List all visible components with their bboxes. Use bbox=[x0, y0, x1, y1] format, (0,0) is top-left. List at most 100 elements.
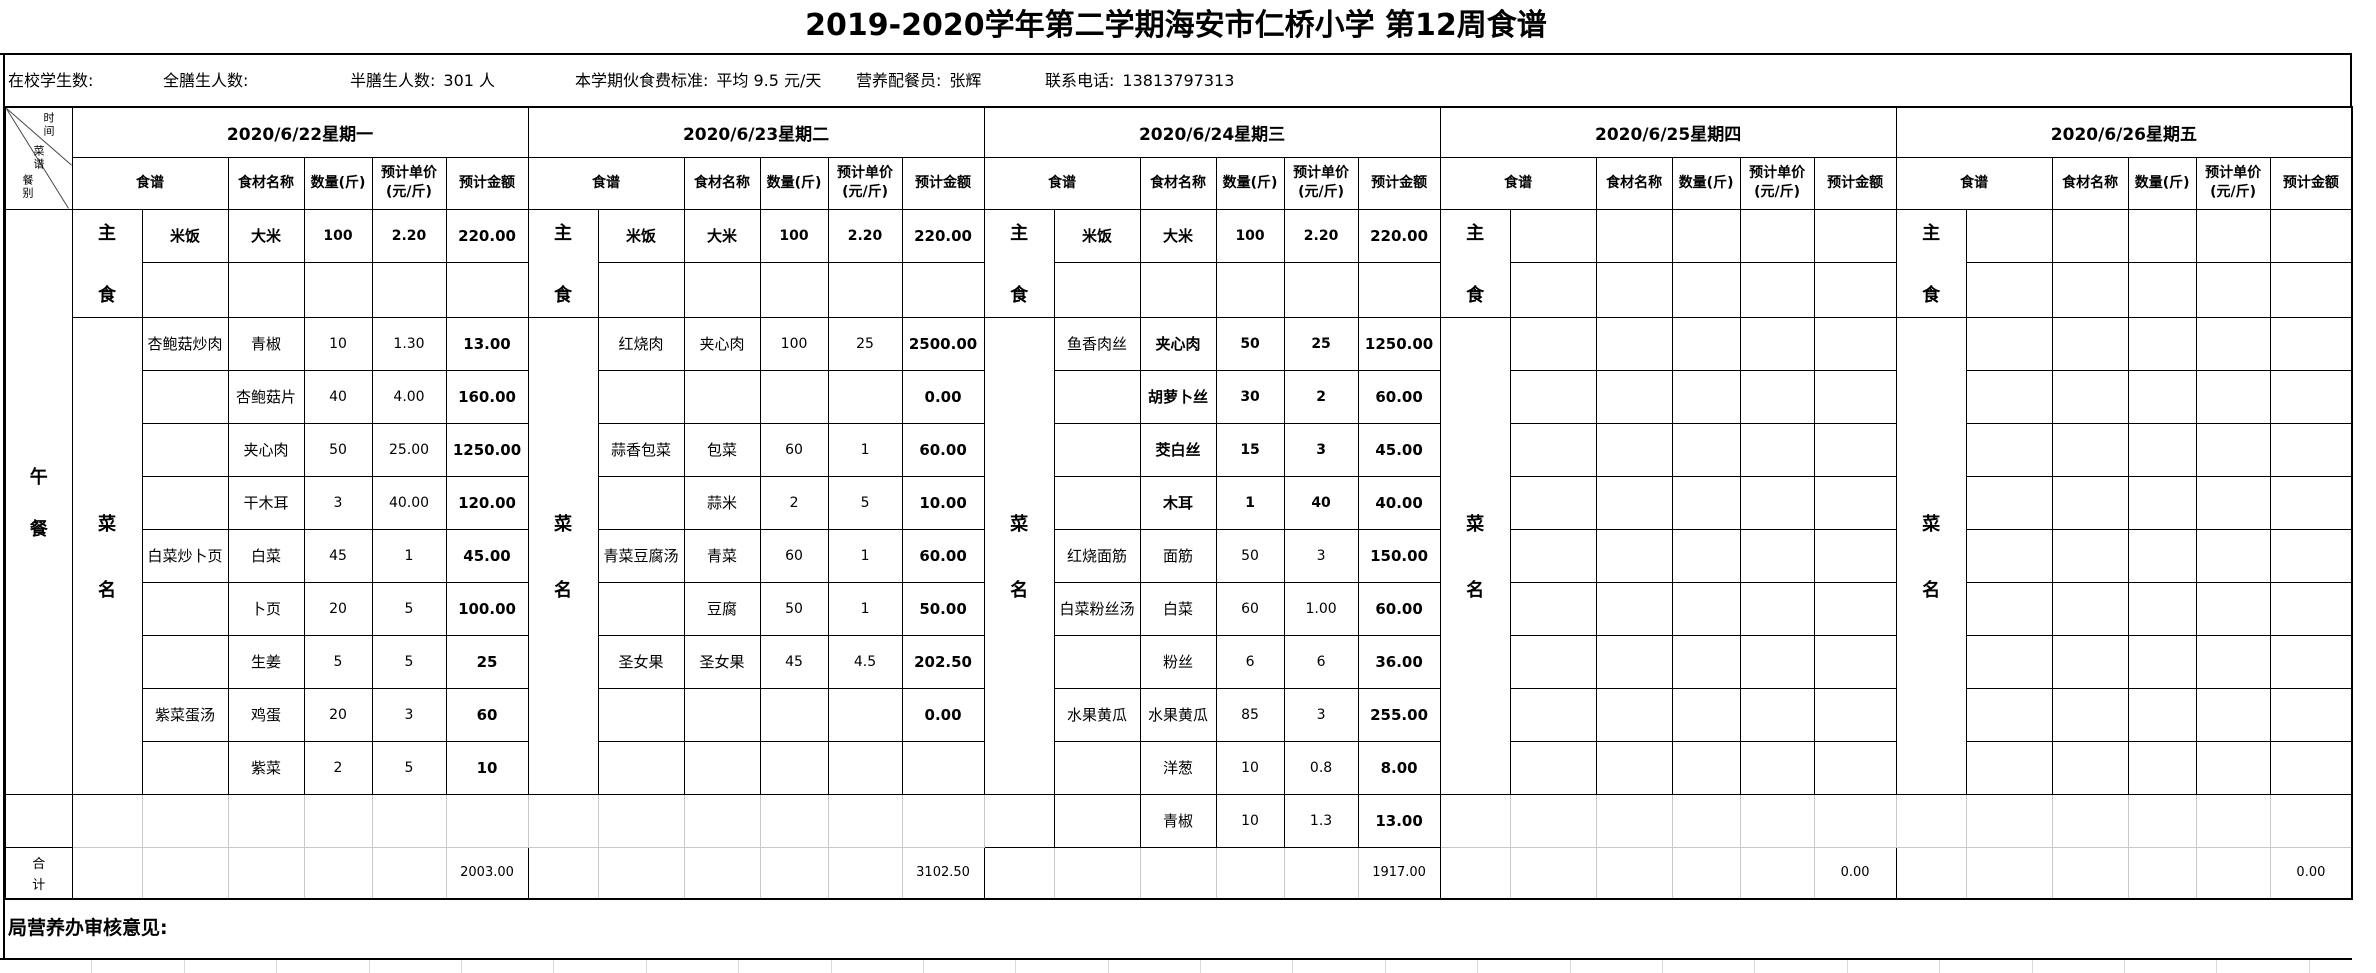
day-0-dish-row-8-dish[interactable] bbox=[141, 740, 229, 795]
day-4-strip-qty[interactable] bbox=[2127, 793, 2197, 848]
day-0-staple-label[interactable]: 主食 bbox=[71, 208, 143, 318]
day-3-colheader-dish[interactable]: 食谱 bbox=[1439, 156, 1597, 210]
day-1-total-filler-price[interactable] bbox=[759, 846, 829, 900]
day-1-staple-row-0-price[interactable]: 2.20 bbox=[827, 208, 903, 263]
day-0-dish-row-7-dish[interactable]: 紫菜蛋汤 bbox=[141, 687, 229, 742]
day-3-dish-row-1-qty[interactable] bbox=[1671, 369, 1741, 424]
day-2-dish-row-1-ingredient[interactable]: 胡萝卜丝 bbox=[1139, 369, 1217, 424]
day-2-dish-row-5-amount[interactable]: 60.00 bbox=[1357, 581, 1441, 636]
day-0-staple-row-1-qty[interactable] bbox=[303, 261, 373, 318]
sheet-cell[interactable] bbox=[1940, 960, 2033, 973]
day-2-total-filler-price[interactable] bbox=[1215, 846, 1285, 900]
day-4-dish-row-1-ingredient[interactable] bbox=[2051, 369, 2129, 424]
day-0-dish-row-5-price[interactable]: 5 bbox=[371, 581, 447, 636]
day-3-total-filler-qty[interactable] bbox=[1595, 846, 1673, 900]
day-2-staple-row-0-amount[interactable]: 220.00 bbox=[1357, 208, 1441, 263]
day-4-dish-row-7-ingredient[interactable] bbox=[2051, 687, 2129, 742]
day-0-strip-qty[interactable] bbox=[303, 793, 373, 848]
day-4-dish-row-5-dish[interactable] bbox=[1965, 581, 2053, 636]
day-3-dish-row-2-ingredient[interactable] bbox=[1595, 422, 1673, 477]
day-0-total-filler-ingredient[interactable] bbox=[141, 846, 229, 900]
day-4-dish-row-2-ingredient[interactable] bbox=[2051, 422, 2129, 477]
day-2-dish-row-3-ingredient[interactable]: 木耳 bbox=[1139, 475, 1217, 530]
info-students[interactable]: 在校学生数: bbox=[8, 55, 101, 106]
day-2-dish-row-6-price[interactable]: 6 bbox=[1283, 634, 1359, 689]
sheet-cell[interactable] bbox=[1478, 960, 1571, 973]
day-4-staple-row-0-ingredient[interactable] bbox=[2051, 208, 2129, 263]
day-4-total-filler-price[interactable] bbox=[2127, 846, 2197, 900]
day-3-total-filler-price[interactable] bbox=[1671, 846, 1741, 900]
day-0-dish-row-4-amount[interactable]: 45.00 bbox=[445, 528, 529, 583]
day-1-dish-row-8-dish[interactable] bbox=[597, 740, 685, 795]
day-3-strip-qty[interactable] bbox=[1671, 793, 1741, 848]
day-4-dish-row-4-ingredient[interactable] bbox=[2051, 528, 2129, 583]
day-1-dish-row-4-price[interactable]: 1 bbox=[827, 528, 903, 583]
sheet-cell[interactable] bbox=[2217, 960, 2310, 973]
day-0-dish-row-3-dish[interactable] bbox=[141, 475, 229, 530]
day-0-dish-row-5-ingredient[interactable]: 卜页 bbox=[227, 581, 305, 636]
day-2-dish-row-4-qty[interactable]: 50 bbox=[1215, 528, 1285, 583]
day-0-colheader-price[interactable]: 预计单价 (元/斤) bbox=[371, 156, 447, 210]
day-2-total-filler-ingredient[interactable] bbox=[1053, 846, 1141, 900]
day-2-dish-row-8-qty[interactable]: 10 bbox=[1215, 740, 1285, 795]
day-2-staple-label[interactable]: 主食 bbox=[983, 208, 1055, 318]
day-2-dish-row-4-ingredient[interactable]: 面筋 bbox=[1139, 528, 1217, 583]
day-2-dish-row-0-amount[interactable]: 1250.00 bbox=[1357, 316, 1441, 371]
day-1-dish-row-5-price[interactable]: 1 bbox=[827, 581, 903, 636]
info-dietitian[interactable]: 营养配餐员: 张辉 bbox=[856, 55, 981, 106]
day-3-header[interactable]: 2020/6/25星期四 bbox=[1439, 106, 1897, 158]
day-0-dish-row-7-amount[interactable]: 60 bbox=[445, 687, 529, 742]
day-1-dish-row-8-amount[interactable] bbox=[901, 740, 985, 795]
total-label[interactable]: 合计 bbox=[4, 846, 73, 900]
day-3-strip-price[interactable] bbox=[1739, 793, 1815, 848]
sheet-cell[interactable] bbox=[1571, 960, 1664, 973]
day-1-dish-row-2-ingredient[interactable]: 包菜 bbox=[683, 422, 761, 477]
sheet-cell[interactable] bbox=[462, 960, 555, 973]
day-1-dish-row-1-ingredient[interactable] bbox=[683, 369, 761, 424]
day-0-dish-row-7-price[interactable]: 3 bbox=[371, 687, 447, 742]
day-2-extra-row-null-price[interactable]: 1.3 bbox=[1283, 793, 1359, 848]
review-note[interactable]: 局营养办审核意见: bbox=[8, 917, 168, 939]
day-1-dish-row-0-dish[interactable]: 红烧肉 bbox=[597, 316, 685, 371]
day-1-strip-ingredient[interactable] bbox=[683, 793, 761, 848]
day-4-colheader-dish[interactable]: 食谱 bbox=[1895, 156, 2053, 210]
day-3-dish-row-5-amount[interactable] bbox=[1813, 581, 1897, 636]
day-1-dish-row-0-qty[interactable]: 100 bbox=[759, 316, 829, 371]
day-0-dish-row-8-qty[interactable]: 2 bbox=[303, 740, 373, 795]
day-4-dish-row-1-amount[interactable] bbox=[2269, 369, 2353, 424]
day-0-total-filler-price[interactable] bbox=[303, 846, 373, 900]
day-2-extra-row-null-ingredient[interactable]: 青椒 bbox=[1139, 793, 1217, 848]
day-0-dish-row-1-qty[interactable]: 40 bbox=[303, 369, 373, 424]
day-3-dish-row-3-qty[interactable] bbox=[1671, 475, 1741, 530]
day-2-staple-row-0-dish[interactable]: 米饭 bbox=[1053, 208, 1141, 263]
day-3-strip-dish[interactable] bbox=[1509, 793, 1597, 848]
day-2-dish-row-7-dish[interactable]: 水果黄瓜 bbox=[1053, 687, 1141, 742]
day-3-dish-row-7-qty[interactable] bbox=[1671, 687, 1741, 742]
day-2-staple-row-0-ingredient[interactable]: 大米 bbox=[1139, 208, 1217, 263]
day-4-dish-row-5-amount[interactable] bbox=[2269, 581, 2353, 636]
day-4-dish-row-2-qty[interactable] bbox=[2127, 422, 2197, 477]
day-0-colheader-qty[interactable]: 数量(斤) bbox=[303, 156, 373, 210]
day-1-strip-dish[interactable] bbox=[597, 793, 685, 848]
day-3-colheader-ingredient[interactable]: 食材名称 bbox=[1595, 156, 1673, 210]
day-3-staple-row-0-dish[interactable] bbox=[1509, 208, 1597, 263]
sheet-cell[interactable] bbox=[1663, 960, 1756, 973]
day-1-total-filler-dish[interactable] bbox=[527, 846, 599, 900]
day-2-dish-row-4-amount[interactable]: 150.00 bbox=[1357, 528, 1441, 583]
day-2-colheader-dish[interactable]: 食谱 bbox=[983, 156, 1141, 210]
day-0-dish-row-1-dish[interactable] bbox=[141, 369, 229, 424]
day-1-dish-row-1-amount[interactable]: 0.00 bbox=[901, 369, 985, 424]
sheet-cell[interactable] bbox=[2125, 960, 2218, 973]
day-1-staple-row-1-ingredient[interactable] bbox=[683, 261, 761, 318]
day-2-total-amount[interactable]: 1917.00 bbox=[1357, 846, 1441, 900]
day-4-dish-row-3-qty[interactable] bbox=[2127, 475, 2197, 530]
day-3-staple-row-0-qty[interactable] bbox=[1671, 208, 1741, 263]
day-2-dish-row-5-price[interactable]: 1.00 bbox=[1283, 581, 1359, 636]
sheet-cell[interactable] bbox=[832, 960, 924, 973]
day-4-colheader-amount[interactable]: 预计金额 bbox=[2269, 156, 2353, 210]
day-2-dish-row-8-amount[interactable]: 8.00 bbox=[1357, 740, 1441, 795]
day-0-dish-row-8-price[interactable]: 5 bbox=[371, 740, 447, 795]
day-2-extra-sublabel[interactable] bbox=[983, 793, 1055, 848]
day-1-staple-row-0-amount[interactable]: 220.00 bbox=[901, 208, 985, 263]
day-3-strip-sublabel[interactable] bbox=[1439, 793, 1511, 848]
